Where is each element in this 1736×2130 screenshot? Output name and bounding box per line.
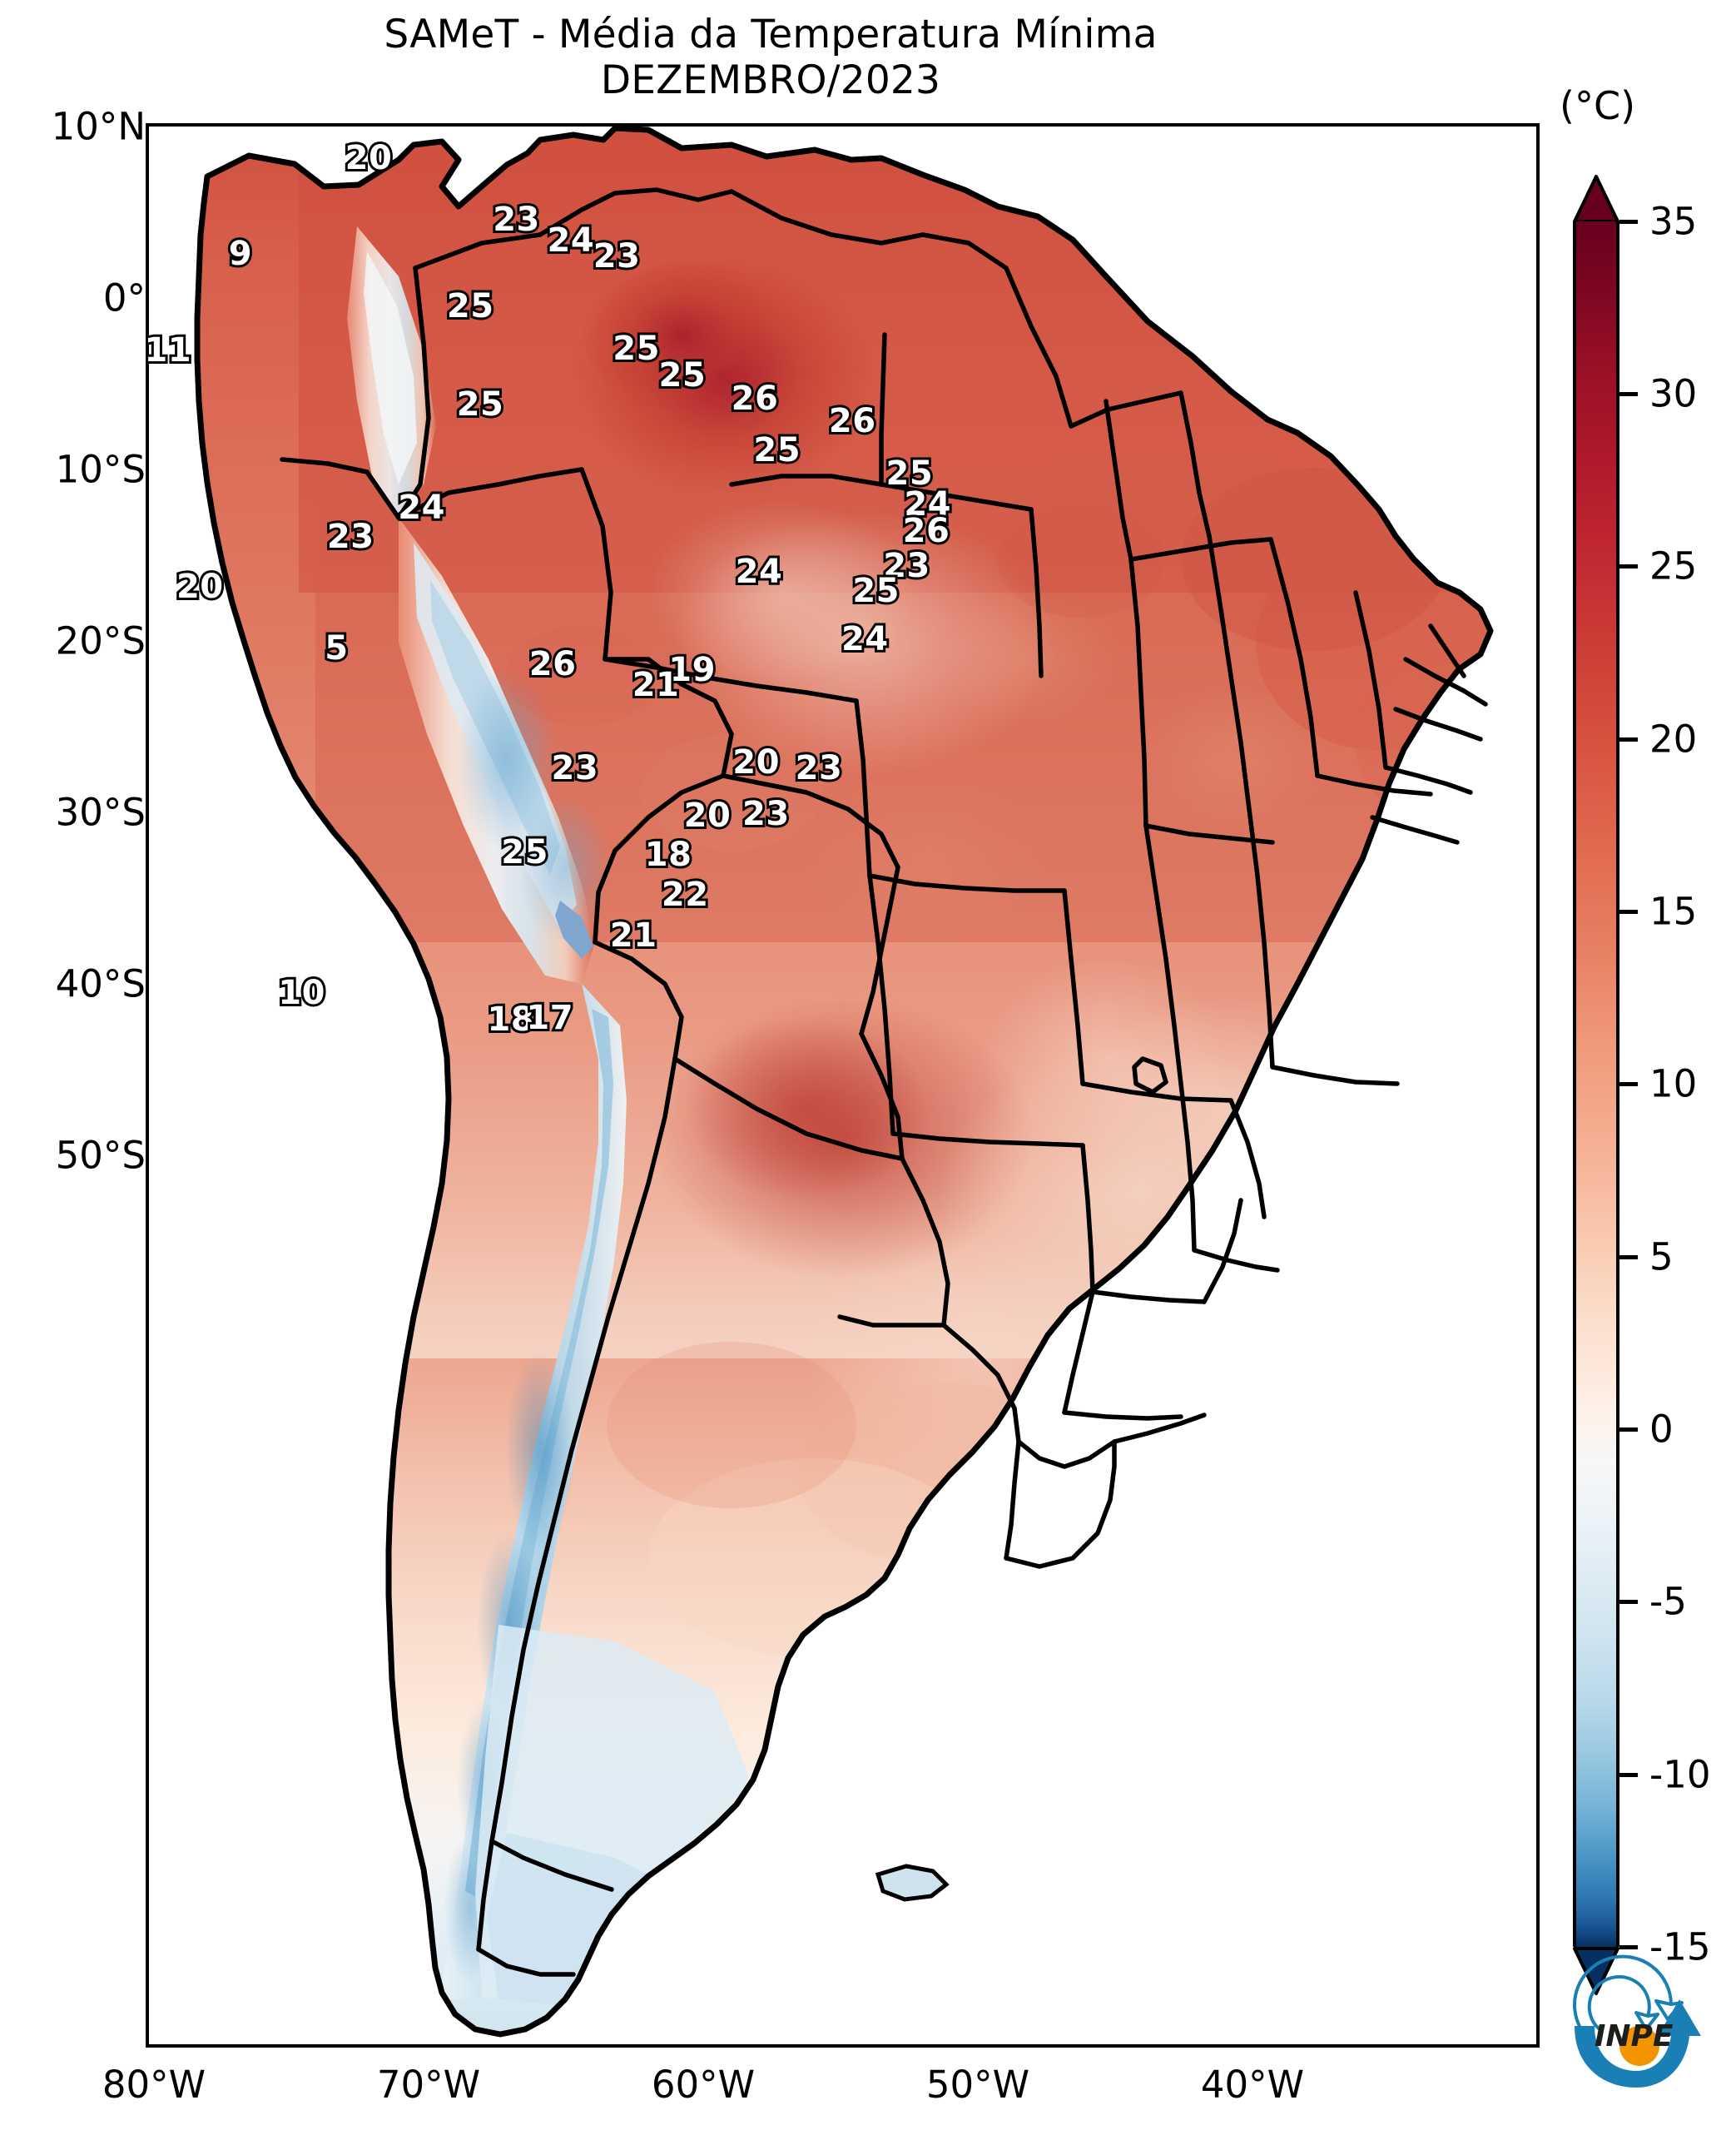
map-value-label: 25 (610, 327, 662, 370)
x-tick-label: 40°W (1200, 2063, 1305, 2107)
inpe-sun-dot (1619, 2026, 1659, 2066)
colorbar-tick (1619, 220, 1638, 224)
chart-title-block: SAMeT - Média da Temperatura Mínima DEZE… (0, 12, 1541, 104)
map-value-label: 5 (322, 627, 350, 670)
map-value-label: 25 (751, 429, 802, 472)
map-value-label: 25 (498, 831, 550, 874)
colorbar-tick-label: 5 (1649, 1234, 1674, 1279)
map-value-label: 21 (630, 663, 682, 707)
map-value-label: 9 (226, 232, 255, 276)
x-tick-label: 50°W (925, 2063, 1030, 2107)
colorbar-tick (1619, 1255, 1638, 1259)
colorbar-tick-label: -15 (1649, 1924, 1711, 1969)
map-value-label: 10 (275, 971, 327, 1015)
y-tick-label: 50°S (55, 1133, 146, 1178)
map-value-label: 25 (444, 285, 496, 328)
y-tick-label: 0° (102, 276, 146, 320)
colorbar-tick-label: -5 (1649, 1579, 1687, 1624)
map-value-label: 17 (523, 996, 575, 1040)
island-outline (875, 1864, 950, 1902)
colorbar-tick-label: 10 (1649, 1061, 1698, 1106)
colorbar-tick (1619, 392, 1638, 396)
map-value-label: 26 (900, 509, 952, 553)
south-america-temperature-map (194, 127, 1494, 2038)
y-tick-label: 20°S (55, 618, 146, 663)
colorbar-tick-label: 35 (1649, 199, 1698, 244)
map-value-label: 24 (839, 618, 890, 661)
colorbar-tick (1619, 1773, 1638, 1777)
colorbar-unit-label: (°C) (1560, 83, 1636, 128)
y-tick-label: 30°S (55, 790, 146, 835)
inpe-logo: INPE (1546, 1953, 1713, 2098)
map-value-label: 25 (884, 452, 935, 495)
map-value-label: 24 (901, 483, 953, 526)
map-value-label: 26 (527, 643, 578, 686)
map-value-label: 25 (454, 383, 506, 426)
map-value-label: 23 (549, 747, 601, 790)
chart-subtitle: DEZEMBRO/2023 (600, 57, 941, 104)
x-tick-label: 80°W (102, 2063, 206, 2107)
colorbar-tick-label: 0 (1649, 1407, 1674, 1452)
y-tick-label: 10°N (51, 104, 146, 149)
colorbar-tick (1619, 910, 1638, 914)
map-value-label: 18 (485, 998, 537, 1041)
x-tick-label: 60°W (651, 2063, 756, 2107)
map-value-label: 24 (733, 550, 785, 593)
administrative-borders (280, 187, 1488, 1977)
y-tick-label: 10°S (55, 447, 146, 492)
colorbar-tick (1619, 737, 1638, 742)
colorbar-tick (1619, 1600, 1638, 1604)
map-plot-area (146, 123, 1540, 2048)
colorbar-tick (1619, 564, 1638, 568)
map-value-label: 25 (850, 569, 901, 613)
map-value-label: 23 (591, 235, 642, 278)
map-value-label: 26 (826, 400, 878, 443)
colorbar-tick-label: 15 (1649, 889, 1698, 934)
map-value-label: 23 (325, 515, 376, 559)
map-value-label: 21 (608, 914, 659, 957)
colorbar-gradient (1573, 221, 1619, 1947)
colorbar: (°C) 35 30 25 20 15 10 5 0 -5 (1560, 83, 1736, 2077)
colorbar-tick (1619, 1082, 1638, 1086)
map-value-label: 20 (343, 137, 394, 180)
map-value-label: 23 (740, 792, 791, 836)
map-value-label: 18 (642, 833, 694, 876)
map-value-label: 26 (729, 377, 781, 420)
map-value-label: 20 (174, 565, 226, 608)
map-value-label: 20 (682, 794, 733, 837)
inpe-wordmark: INPE (1595, 2019, 1674, 2053)
colorbar-tick-label: 25 (1649, 544, 1698, 588)
map-value-label: 23 (793, 747, 845, 790)
map-value-label: 22 (659, 873, 711, 916)
map-value-label: 11 (141, 329, 193, 372)
page-title: SAMeT - Média da Temperatura Mínima (384, 12, 1158, 57)
colorbar-tick (1619, 1427, 1638, 1432)
colorbar-body: 35 30 25 20 15 10 5 0 -5 -10 -15 (1573, 175, 1711, 1995)
map-value-label: 24 (545, 219, 597, 262)
colorbar-max-extend-arrow (1573, 175, 1619, 223)
colorbar-tick-label: -10 (1649, 1752, 1711, 1797)
coastline (194, 127, 1494, 2038)
colorbar-tick-label: 30 (1649, 371, 1698, 416)
map-value-label: 23 (880, 544, 932, 588)
map-canvas (149, 127, 1536, 2044)
y-tick-label: 40°S (55, 961, 146, 1006)
map-value-label: 23 (490, 198, 542, 241)
map-value-label: 19 (666, 648, 717, 692)
colorbar-tick-label: 20 (1649, 717, 1698, 762)
map-value-label: 24 (395, 486, 447, 529)
map-value-label: 20 (730, 741, 781, 784)
colorbar-tick (1619, 1945, 1638, 1949)
map-value-label: 25 (657, 354, 708, 397)
x-tick-label: 70°W (376, 2063, 481, 2107)
